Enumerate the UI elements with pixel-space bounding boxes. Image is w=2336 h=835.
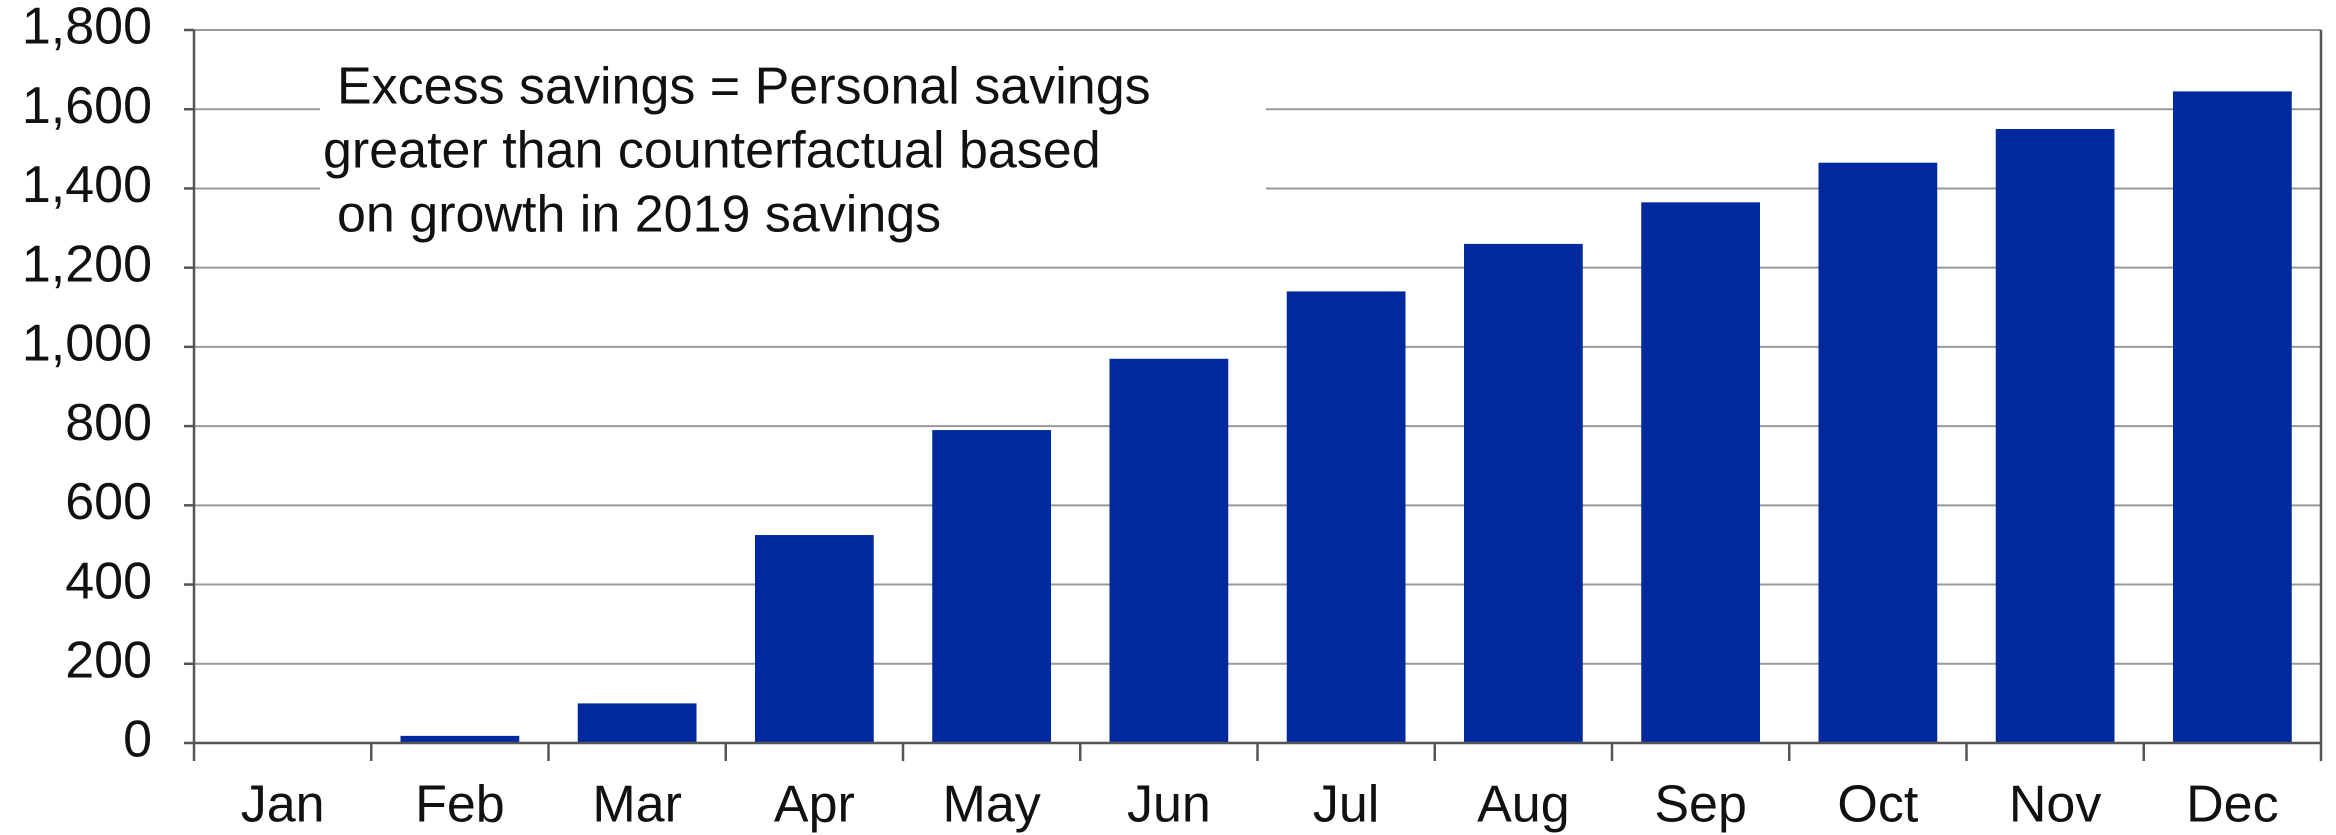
y-tick-label: 200 <box>65 632 152 690</box>
y-tick-label: 1,600 <box>22 77 152 135</box>
bar <box>2172 91 2292 744</box>
bar <box>400 735 520 743</box>
annotation: greater than counterfactual based <box>323 122 1101 180</box>
annotation: on growth in 2019 savings <box>337 186 941 244</box>
y-tick-label: 1,800 <box>22 0 152 56</box>
bar <box>1818 162 1938 744</box>
annotation: Excess savings = Personal savings <box>337 58 1151 116</box>
y-tick-label: 1,200 <box>22 235 152 293</box>
y-tick-label: 1,400 <box>22 156 152 214</box>
x-tick-label: Nov <box>2009 776 2101 834</box>
y-tick-label: 400 <box>65 552 152 610</box>
y-tick-label: 1,000 <box>22 315 152 373</box>
y-tick-label: 800 <box>65 394 152 452</box>
x-tick-label: May <box>943 776 1041 834</box>
x-tick-label: Feb <box>415 776 505 834</box>
bar <box>932 430 1052 743</box>
x-tick-label: Aug <box>1477 776 1570 834</box>
y-tick-label: 0 <box>123 711 152 769</box>
x-tick-label: Apr <box>774 776 855 834</box>
x-tick-label: Jun <box>1127 776 1211 834</box>
bar <box>1109 358 1229 743</box>
bar <box>1463 243 1583 743</box>
bar <box>1286 291 1406 743</box>
bar <box>577 703 697 743</box>
x-tick-label: Oct <box>1837 776 1918 834</box>
x-tick-label: Dec <box>2186 776 2278 834</box>
bar <box>1641 202 1761 743</box>
y-tick-label: 600 <box>65 473 152 531</box>
x-tick-label: Jul <box>1313 776 1379 834</box>
bar <box>754 535 874 743</box>
x-tick-label: Jan <box>241 776 325 834</box>
x-tick-label: Mar <box>592 776 682 834</box>
annotation-box <box>320 55 1266 250</box>
bar <box>1995 129 2115 743</box>
x-tick-label: Sep <box>1654 776 1747 834</box>
